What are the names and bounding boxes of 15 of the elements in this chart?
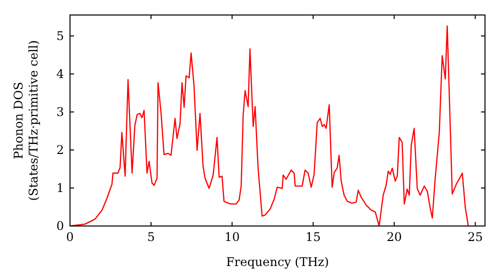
y-tick-label: 3 <box>56 104 64 119</box>
x-tick-label: 0 <box>66 230 74 244</box>
y-tick-label: 4 <box>56 66 64 81</box>
x-tick-label: 25 <box>468 230 483 244</box>
y-axis-title: Phonon DOS (States/THz·primitive cell) <box>12 40 40 201</box>
line-series <box>70 25 469 226</box>
y-tick-label: 1 <box>56 180 64 195</box>
x-tick-label: 10 <box>224 230 240 244</box>
x-tick-label: 5 <box>147 230 155 244</box>
x-axis-title: Frequency (THz) <box>226 255 329 269</box>
x-tick-label: 15 <box>306 230 321 244</box>
x-tick-label: 20 <box>386 230 402 244</box>
y-tick-label: 0 <box>56 219 64 233</box>
y-tick-label: 2 <box>56 142 64 157</box>
y-tick-label: 5 <box>56 28 64 43</box>
